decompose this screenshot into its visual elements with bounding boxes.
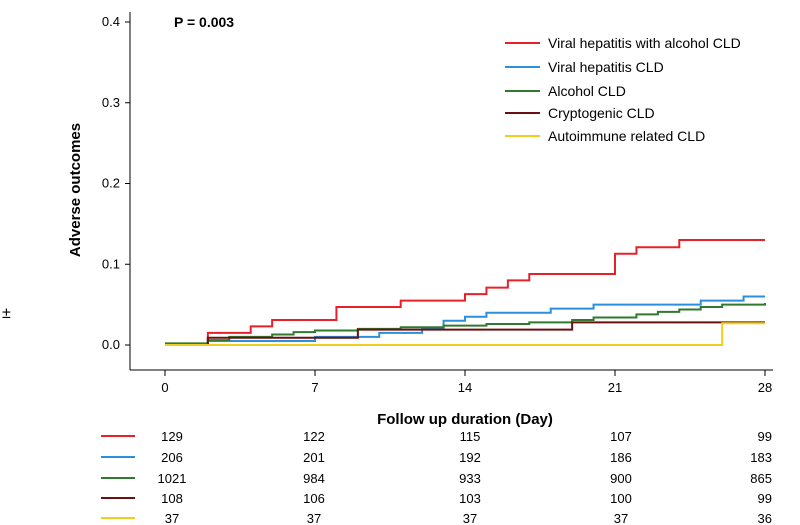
- legend-label-1: Viral hepatitis with alcohol CLD: [548, 35, 741, 51]
- risk-cell: 984: [303, 471, 325, 486]
- risk-cell: 107: [610, 429, 632, 444]
- risk-cell: 99: [758, 429, 772, 444]
- chart-axes: 0.0 0.1 0.2 0.3 0.4 0 7 14 21 28: [102, 12, 773, 395]
- risk-cell: 129: [161, 429, 183, 444]
- risk-cell: 37: [307, 511, 321, 525]
- risk-cell: 99: [758, 491, 772, 506]
- x-tick-label: 21: [608, 380, 622, 395]
- p-value-annotation: P = 0.003: [174, 14, 234, 30]
- risk-cell: 36: [758, 511, 772, 525]
- risk-cell: 122: [303, 429, 325, 444]
- risk-cell: 108: [161, 491, 183, 506]
- y-tick-label: 0.3: [102, 95, 120, 110]
- chart-curves: [165, 239, 766, 346]
- x-axis-title: Follow up duration (Day): [377, 411, 553, 428]
- series-line-2: [165, 295, 765, 346]
- risk-cell: 37: [614, 511, 628, 525]
- risk-cell: 100: [610, 491, 632, 506]
- y-tick-label: 0.4: [102, 14, 120, 29]
- x-tick-label: 28: [758, 380, 772, 395]
- risk-cell: 206: [161, 450, 183, 465]
- risk-table: 129 122 115 107 99 206 201 192 186 183 1021 984 933 9…: [101, 429, 772, 525]
- risk-cell: 186: [610, 450, 632, 465]
- risk-cell: 865: [750, 471, 772, 486]
- x-tick-label: 14: [458, 380, 472, 395]
- series-line-3: [165, 303, 766, 345]
- legend-label-3: Alcohol CLD: [548, 83, 626, 99]
- risk-cell: 103: [459, 491, 481, 506]
- series-line-4: [165, 321, 765, 346]
- risk-cell: 192: [459, 450, 481, 465]
- chart-legend: Viral hepatitis with alcohol CLD Viral he…: [505, 35, 741, 144]
- risk-cell: 37: [463, 511, 477, 525]
- y-tick-label: 0.2: [102, 176, 120, 191]
- y-tick-label: 0.0: [102, 337, 120, 352]
- risk-cell: 106: [303, 491, 325, 506]
- side-mark: ±: [2, 305, 11, 322]
- legend-label-4: Cryptogenic CLD: [548, 105, 655, 121]
- x-tick-label: 7: [311, 380, 318, 395]
- risk-cell: 1021: [158, 471, 187, 486]
- legend-label-2: Viral hepatitis CLD: [548, 59, 664, 75]
- risk-cell: 933: [459, 471, 481, 486]
- series-line-1: [165, 239, 765, 346]
- risk-cell: 900: [610, 471, 632, 486]
- risk-cell: 115: [460, 429, 481, 444]
- y-tick-label: 0.1: [102, 256, 120, 271]
- risk-cell: 201: [303, 450, 325, 465]
- risk-cell: 183: [750, 450, 772, 465]
- x-tick-label: 0: [161, 380, 168, 395]
- risk-cell: 37: [165, 511, 179, 525]
- y-axis-title: Adverse outcomes: [67, 123, 84, 257]
- legend-label-5: Autoimmune related CLD: [548, 128, 705, 144]
- series-line-5: [165, 322, 765, 346]
